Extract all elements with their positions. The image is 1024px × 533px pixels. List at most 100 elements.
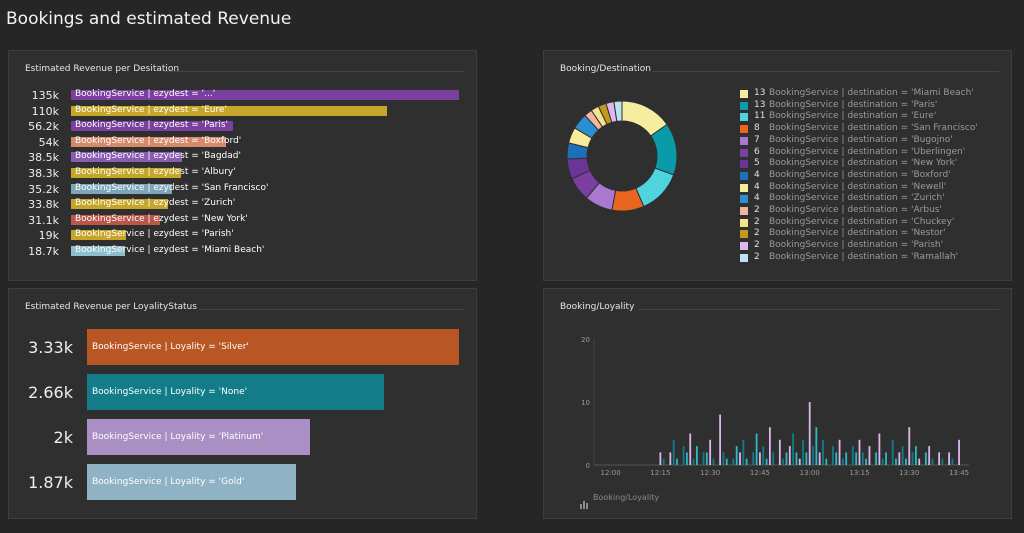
timeseries-bar[interactable] — [719, 414, 722, 465]
timeseries-bar[interactable] — [895, 458, 897, 465]
timeseries-bar[interactable] — [762, 446, 765, 465]
booking-destination-tile[interactable]: Booking/Destination 13 BookingService | d… — [543, 50, 1012, 281]
timeseries-bar[interactable] — [818, 452, 821, 465]
timeseries-bar[interactable] — [891, 439, 894, 465]
timeseries-bar[interactable] — [709, 439, 712, 465]
timeseries-bar[interactable] — [878, 433, 881, 466]
timeseries-bar[interactable] — [732, 458, 735, 465]
timeseries-bar[interactable] — [951, 458, 954, 465]
loyalty-bar-row[interactable]: 2k BookingService | Loyality = 'Platinum' — [9, 419, 469, 455]
timeseries-bar[interactable] — [745, 458, 748, 465]
destination-bar-row[interactable]: 35.2k BookingService | ezydest = 'San Fra… — [9, 183, 469, 196]
loyalty-bar-row[interactable]: 1.87k BookingService | Loyality = 'Gold' — [9, 464, 469, 500]
revenue-per-destination-tile[interactable]: Estimated Revenue per Desitation 135k Boo… — [8, 50, 477, 281]
timeseries-bar[interactable] — [808, 402, 811, 465]
legend-item[interactable]: 2 BookingService | destination = 'Arbus' — [740, 205, 1008, 216]
timeseries-bar[interactable] — [835, 452, 838, 465]
destination-bar-row[interactable]: 56.2k BookingService | ezydest = 'Paris' — [9, 120, 469, 133]
legend-item[interactable]: 2 BookingService | destination = 'Chuckey… — [740, 217, 1008, 228]
destination-bar-row[interactable]: 18.7k BookingService | ezydest = 'Miami B… — [9, 245, 469, 258]
timeseries-bar[interactable] — [705, 452, 708, 465]
legend-item[interactable]: 4 BookingService | destination = 'Newell' — [740, 182, 1008, 193]
timeseries-bar[interactable] — [782, 458, 785, 465]
timeseries-bar[interactable] — [778, 439, 781, 465]
timeseries-bar[interactable] — [924, 452, 927, 465]
destination-bar-row[interactable]: 33.8k BookingService | ezydest = 'Zurich' — [9, 198, 469, 211]
timeseries-bar[interactable] — [832, 446, 834, 465]
destination-bar-row[interactable]: 19k BookingService | ezydest = 'Parish' — [9, 229, 469, 242]
timeseries-bar[interactable] — [735, 446, 738, 465]
destination-bar-row[interactable]: 38.3k BookingService | ezydest = 'Albury' — [9, 167, 469, 180]
destination-bar-row[interactable]: 31.1k BookingService | ezydest = 'New Yor… — [9, 214, 469, 227]
destination-bar-row[interactable]: 54k BookingService | ezydest = 'Boxford' — [9, 136, 469, 149]
timeseries-bar[interactable] — [901, 446, 904, 465]
loyalty-bar-row[interactable]: 3.33k BookingService | Loyality = 'Silver… — [9, 329, 469, 365]
legend-item[interactable]: 2 BookingService | destination = 'Ramalla… — [740, 252, 1008, 263]
timeseries-bar[interactable] — [825, 458, 828, 465]
timeseries-bar[interactable] — [938, 452, 941, 465]
timeseries-bar[interactable] — [948, 452, 950, 465]
timeseries-bar[interactable] — [881, 458, 884, 465]
timeseries-bar[interactable] — [805, 452, 808, 465]
timeseries-bar[interactable] — [785, 452, 788, 465]
legend-item[interactable]: 4 BookingService | destination = 'Boxford… — [740, 170, 1008, 181]
timeseries-bar[interactable] — [885, 452, 887, 465]
timeseries-bar[interactable] — [739, 452, 741, 465]
timeseries-bar[interactable] — [682, 446, 685, 465]
timeseries-bar[interactable] — [792, 433, 795, 466]
timeseries-bar[interactable] — [815, 427, 818, 465]
timeseries-bar[interactable] — [915, 446, 917, 465]
legend-item[interactable]: 6 BookingService | destination = 'Uberlin… — [740, 147, 1008, 158]
timeseries-bar[interactable] — [841, 458, 844, 465]
legend-item[interactable]: 11 BookingService | destination = 'Eure' — [740, 111, 1008, 122]
timeseries-bar[interactable] — [768, 427, 771, 465]
timeseries-bar[interactable] — [772, 452, 775, 465]
timeseries-bar[interactable] — [722, 452, 725, 465]
timeseries-bar[interactable] — [669, 452, 672, 465]
timeseries-bar[interactable] — [855, 452, 858, 465]
legend-item[interactable]: 2 BookingService | destination = 'Nestor' — [740, 228, 1008, 239]
legend-item[interactable]: 13 BookingService | destination = 'Paris' — [740, 100, 1008, 111]
timeseries-bar[interactable] — [868, 446, 871, 465]
timeseries-bar[interactable] — [861, 452, 864, 465]
timeseries-bar[interactable] — [958, 439, 960, 465]
timeseries-bar[interactable] — [742, 439, 745, 465]
timeseries-bar[interactable] — [941, 458, 944, 465]
legend-item[interactable]: 7 BookingService | destination = 'Bugojno… — [740, 135, 1008, 146]
timeseries-bar[interactable] — [752, 452, 755, 465]
legend-item[interactable]: 8 BookingService | destination = 'San Fra… — [740, 123, 1008, 134]
booking-loyalty-tile[interactable]: Booking/Loyality 0 10 20 12:00 12:15 12:30 12:… — [543, 288, 1012, 519]
timeseries-bar[interactable] — [702, 452, 705, 465]
legend-item[interactable]: 13 BookingService | destination = 'Miami … — [740, 88, 1008, 99]
timeseries-bar[interactable] — [911, 452, 914, 465]
destination-bar-row[interactable]: 38.5k BookingService | ezydest = 'Bagdad' — [9, 151, 469, 164]
timeseries-bar[interactable] — [802, 439, 804, 465]
timeseries-bar[interactable] — [798, 458, 801, 465]
legend-item[interactable]: 2 BookingService | destination = 'Parish' — [740, 240, 1008, 251]
timeseries-bar[interactable] — [795, 452, 798, 465]
legend-item[interactable]: 4 BookingService | destination = 'Zurich' — [740, 193, 1008, 204]
timeseries-bar[interactable] — [759, 452, 761, 465]
timeseries-bar[interactable] — [659, 452, 662, 465]
timeseries-bar[interactable] — [822, 439, 824, 465]
timeseries-bar[interactable] — [875, 452, 877, 465]
timeseries-bar[interactable] — [712, 458, 715, 465]
timeseries-bar[interactable] — [812, 446, 814, 465]
destination-bar-row[interactable]: 135k BookingService | ezydest = '...' — [9, 89, 469, 102]
timeseries-bar[interactable] — [788, 446, 791, 465]
timeseries-bar[interactable] — [662, 458, 665, 465]
timeseries-bar[interactable] — [851, 446, 854, 465]
timeseries-bar[interactable] — [928, 446, 931, 465]
timeseries-bar[interactable] — [931, 458, 934, 465]
timeseries-bar[interactable] — [845, 452, 848, 465]
timeseries-bar[interactable] — [725, 458, 728, 465]
timeseries-bar[interactable] — [858, 439, 861, 465]
timeseries-bar[interactable] — [686, 452, 688, 465]
destination-bar-row[interactable]: 110k BookingService | ezydest = 'Eure' — [9, 105, 469, 118]
timeseries-bar[interactable] — [865, 458, 868, 465]
timeseries-bar[interactable] — [765, 458, 768, 465]
timeseries-bar[interactable] — [695, 446, 698, 465]
loyalty-bar-row[interactable]: 2.66k BookingService | Loyality = 'None' — [9, 374, 469, 410]
timeseries-bar[interactable] — [692, 458, 695, 465]
timeseries-bar[interactable] — [918, 458, 921, 465]
